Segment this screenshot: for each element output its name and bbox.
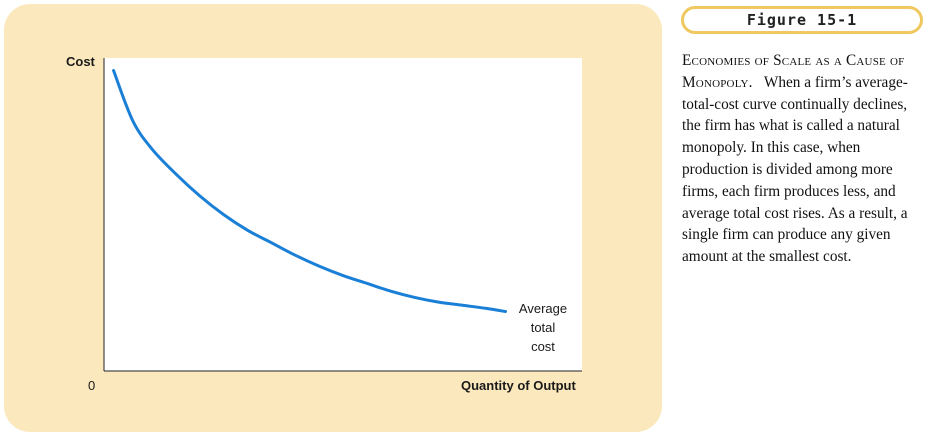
curve-label-line-2: total bbox=[530, 320, 556, 335]
x-axis-label: Quantity of Output bbox=[461, 378, 576, 393]
series-layer bbox=[112, 69, 508, 314]
figure-number: Figure 15-1 bbox=[746, 11, 858, 29]
curve-label-line-3: cost bbox=[531, 339, 555, 354]
plot-area bbox=[104, 58, 582, 371]
y-axis-label: Cost bbox=[66, 54, 95, 69]
series-line-average-total-cost bbox=[112, 69, 508, 314]
caption-body: When a firm’s average-total-cost curve c… bbox=[682, 73, 908, 266]
figure-caption: Economies of Scale as a Cause of Monopol… bbox=[682, 50, 927, 268]
origin-label: 0 bbox=[88, 378, 96, 393]
caption-heading: Economies of Scale as a Cause of Monopol… bbox=[682, 52, 905, 91]
curve-label-line-1: Average bbox=[518, 301, 568, 316]
figure-number-badge: Figure 15-1 bbox=[681, 6, 923, 34]
